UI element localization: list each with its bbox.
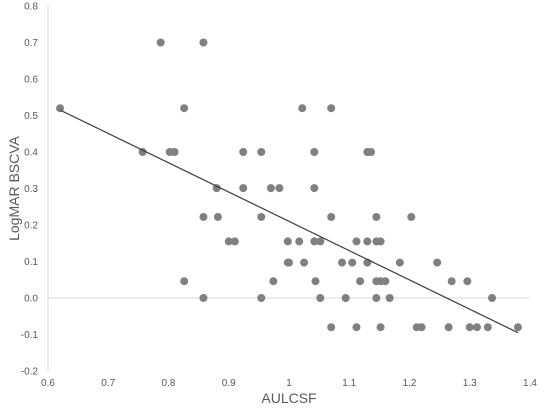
y-tick-label: -0.1 (21, 330, 39, 341)
data-point (180, 104, 189, 113)
trendline (59, 109, 519, 334)
data-point (239, 148, 248, 156)
data-point (376, 237, 385, 246)
data-point (327, 323, 336, 332)
y-tick-label: 0.8 (24, 2, 38, 13)
data-point (199, 294, 208, 302)
y-tick-label: 0.4 (24, 148, 38, 159)
x-tick-label: 1.3 (463, 378, 477, 389)
y-tick-label: 0.0 (24, 294, 38, 305)
data-point (224, 237, 233, 246)
data-point (180, 277, 189, 286)
data-point (327, 212, 336, 221)
x-tick-label: 1.1 (342, 378, 356, 389)
data-point (257, 148, 266, 156)
data-point (269, 277, 278, 286)
data-point (363, 237, 372, 246)
y-tick-label: 0.6 (24, 75, 38, 86)
data-point (212, 184, 221, 193)
x-tick-label: 0.9 (222, 378, 236, 389)
y-tick-label: 0.3 (24, 184, 38, 195)
data-point (488, 294, 497, 302)
data-point (311, 277, 320, 286)
y-tick-label: 0.7 (24, 38, 38, 49)
data-point (275, 184, 284, 193)
data-point (463, 277, 472, 286)
data-point (285, 258, 293, 267)
data-point (348, 258, 357, 267)
data-point (366, 148, 375, 156)
data-point (327, 104, 336, 113)
x-tick-label: 1 (286, 378, 292, 389)
x-axis-ticks: 0.6 0.7 0.8 0.9 1 1.1 1.2 1.3 1.4 (41, 378, 537, 389)
data-point (341, 294, 350, 302)
data-point (352, 323, 361, 332)
data-point (385, 294, 394, 302)
data-point (465, 323, 474, 332)
y-tick-label: 0.5 (24, 111, 38, 122)
data-point (310, 184, 319, 193)
data-point (156, 38, 165, 47)
data-point (230, 237, 239, 246)
data-point (447, 277, 456, 286)
data-point (513, 323, 522, 332)
data-point (213, 212, 222, 221)
data-point (257, 294, 266, 302)
data-point (483, 323, 492, 332)
data-point (316, 237, 325, 246)
data-point (316, 294, 325, 302)
data-point (352, 237, 361, 246)
data-point (472, 323, 481, 332)
data-point (199, 212, 208, 221)
x-tick-label: 1.4 (523, 378, 537, 389)
data-point (239, 184, 248, 193)
data-point (300, 258, 309, 267)
x-tick-label: 1.2 (403, 378, 417, 389)
data-point (372, 294, 381, 302)
data-point (310, 148, 319, 156)
data-point (298, 104, 307, 113)
data-point (170, 148, 179, 156)
data-point (381, 277, 390, 286)
data-point (372, 212, 381, 221)
data-point (295, 237, 304, 246)
data-point (407, 212, 416, 221)
x-axis-title: AULCSF (261, 390, 316, 406)
data-point (257, 212, 266, 221)
data-point (433, 258, 442, 267)
x-tick-label: 0.8 (162, 378, 176, 389)
data-point (138, 148, 147, 156)
y-tick-label: -0.2 (21, 367, 39, 378)
data-point (56, 104, 65, 113)
data-point (356, 277, 365, 286)
data-point (444, 323, 453, 332)
data-point (417, 323, 426, 332)
y-axis-title: LogMAR BSCVA (6, 135, 22, 240)
x-tick-label: 0.7 (101, 378, 115, 389)
data-point (310, 237, 319, 246)
x-tick-label: 0.6 (41, 378, 55, 389)
data-point (376, 323, 385, 332)
data-point (199, 38, 208, 47)
data-point (395, 258, 404, 267)
y-tick-label: 0.1 (24, 257, 38, 268)
data-point (266, 184, 275, 193)
y-axis-ticks: -0.2 -0.1 0.0 0.1 0.2 0.3 0.4 0.5 0.6 0.7 0.8 (21, 2, 39, 378)
y-tick-label: 0.2 (24, 221, 38, 232)
data-points (56, 38, 522, 332)
data-point (338, 258, 347, 267)
data-point (283, 237, 292, 246)
